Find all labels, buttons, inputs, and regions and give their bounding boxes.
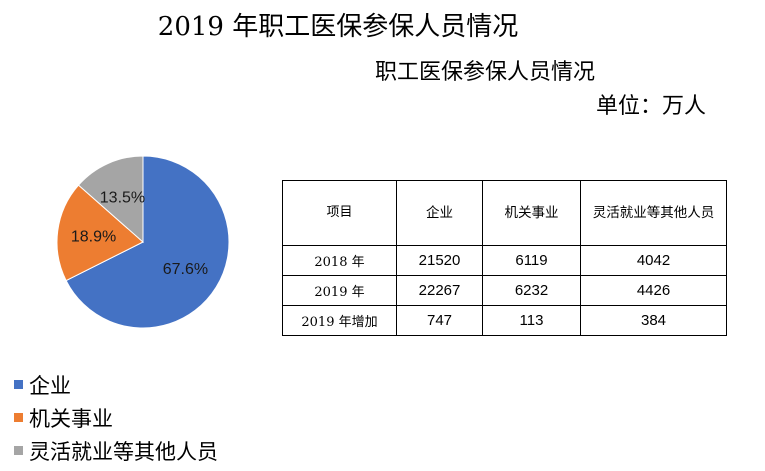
pie-label-flexible: 13.5% <box>100 190 145 207</box>
table-cell: 21520 <box>396 245 483 276</box>
table-cell: 747 <box>396 305 483 336</box>
table-cell: 2019 年增加 <box>282 305 397 336</box>
table-row: 2019 年 22267 6232 4426 <box>282 275 727 306</box>
legend-label-enterprise: 企业 <box>29 374 71 398</box>
table-cell: 113 <box>482 305 581 336</box>
table-cell: 2018 年 <box>282 245 397 276</box>
legend-item-enterprise: 企业 <box>14 368 218 401</box>
pie-slice-flexible <box>77 155 144 244</box>
header-item: 项目 <box>282 180 397 246</box>
pie-label-institution: 18.9% <box>71 229 116 246</box>
table-cell: 2019 年 <box>282 275 397 306</box>
legend-swatch-flexible <box>14 446 23 455</box>
table-row: 2018 年 21520 6119 4042 <box>282 245 727 276</box>
table-cell: 4426 <box>580 275 727 306</box>
pie-label-enterprise: 67.6% <box>163 261 208 278</box>
legend-label-institution: 机关事业 <box>29 407 113 431</box>
chart-subtitle: 职工医保参保人员情况 <box>375 60 596 85</box>
header-institution: 机关事业 <box>482 180 581 246</box>
chart-legend: 企业 机关事业 灵活就业等其他人员 <box>14 368 218 467</box>
legend-swatch-institution <box>14 413 23 422</box>
legend-swatch-enterprise <box>14 380 23 389</box>
table-cell: 6232 <box>482 275 581 306</box>
page-title: 2019 年职工医保参保人员情况 <box>157 12 519 42</box>
header-flexible: 灵活就业等其他人员 <box>580 180 727 246</box>
pie-slice-enterprise <box>65 155 230 329</box>
table-cell: 384 <box>580 305 727 336</box>
table-cell: 6119 <box>482 245 581 276</box>
legend-item-institution: 机关事业 <box>14 401 218 434</box>
data-table: 项目 企业 机关事业 灵活就业等其他人员 2018 年 21520 6119 4… <box>282 180 727 336</box>
header-enterprise: 企业 <box>396 180 483 246</box>
legend-label-flexible: 灵活就业等其他人员 <box>29 440 218 464</box>
unit-label: 单位：万人 <box>596 94 707 119</box>
pie-slice-institution <box>56 184 144 282</box>
table-cell: 4042 <box>580 245 727 276</box>
legend-item-flexible: 灵活就业等其他人员 <box>14 434 218 467</box>
table-cell: 22267 <box>396 275 483 306</box>
table-header-row: 项目 企业 机关事业 灵活就业等其他人员 <box>282 180 727 246</box>
table-row: 2019 年增加 747 113 384 <box>282 305 727 336</box>
